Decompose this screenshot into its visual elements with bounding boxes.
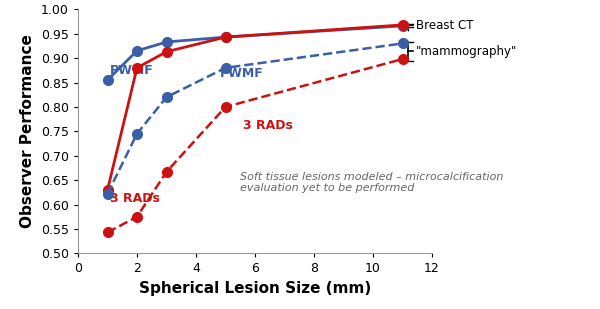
Text: 3 RADs: 3 RADs — [243, 119, 293, 132]
Text: Breast CT: Breast CT — [416, 19, 473, 32]
Text: 3 RADs: 3 RADs — [110, 192, 160, 205]
Text: "mammography": "mammography" — [416, 45, 517, 58]
Text: Soft tissue lesions modeled – microcalcification
evaluation yet to be performed: Soft tissue lesions modeled – microcalci… — [240, 172, 503, 193]
X-axis label: Spherical Lesion Size (mm): Spherical Lesion Size (mm) — [139, 281, 371, 296]
Text: PWMF: PWMF — [110, 64, 154, 77]
Y-axis label: Observer Performance: Observer Performance — [20, 34, 35, 228]
Text: PWMF: PWMF — [220, 67, 263, 80]
